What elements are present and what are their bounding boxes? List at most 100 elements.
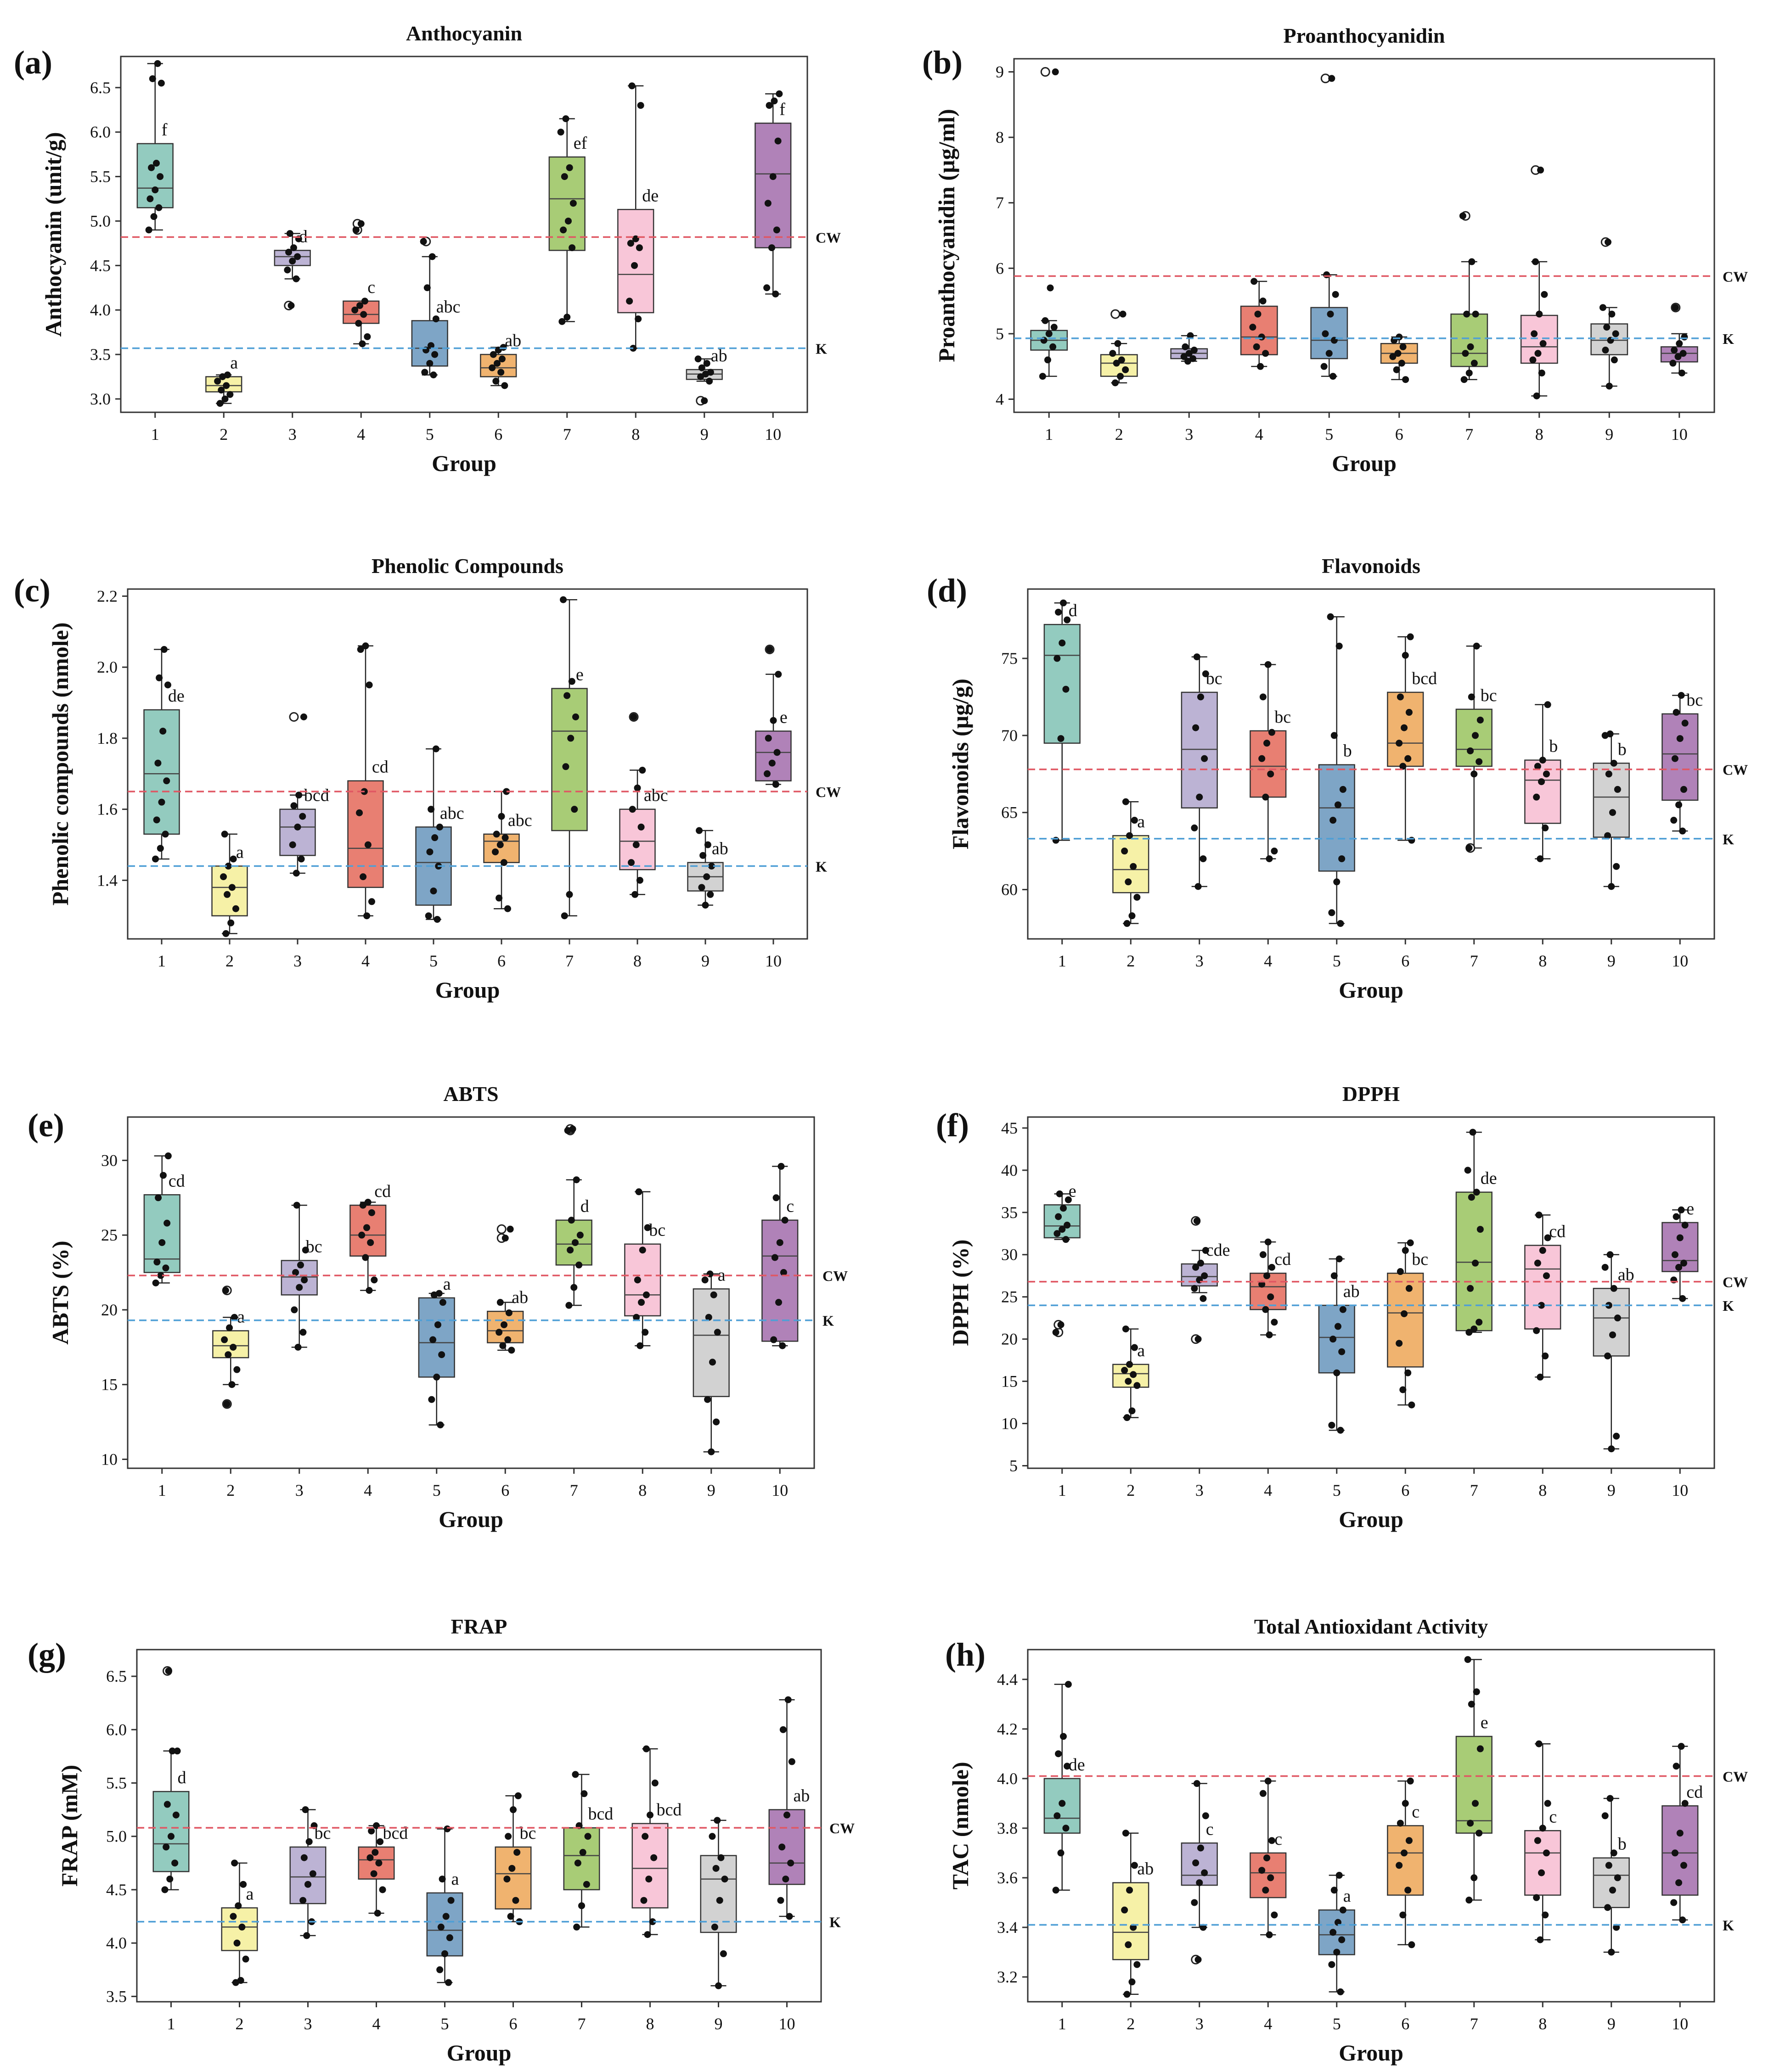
box [551, 688, 588, 831]
data-point [1468, 258, 1476, 265]
data-point [1670, 1899, 1678, 1906]
data-point [1062, 685, 1070, 693]
data-point [562, 763, 569, 770]
box-group-5: abc [411, 236, 461, 379]
box-group-7: bc [1455, 642, 1497, 853]
x-tick-label: 2 [1127, 1481, 1135, 1499]
data-point [710, 1291, 717, 1298]
x-tick-label: 1 [151, 425, 159, 444]
x-tick-label: 3 [1195, 1481, 1204, 1499]
data-point [1608, 1445, 1615, 1453]
data-point [295, 792, 303, 799]
data-point [1467, 1285, 1474, 1292]
data-point [300, 1854, 308, 1861]
data-point [701, 397, 708, 404]
data-point [699, 852, 707, 859]
data-point [426, 848, 434, 855]
data-point [1476, 1745, 1484, 1752]
data-point [1123, 1991, 1131, 1998]
data-point [1131, 817, 1138, 824]
data-point [496, 1299, 504, 1306]
box-group-8: b [1524, 701, 1561, 862]
data-point [1335, 642, 1343, 650]
significance-letter: cd [374, 1182, 391, 1201]
data-point [1192, 1263, 1200, 1271]
data-point [1259, 1790, 1267, 1797]
data-point [1053, 655, 1061, 662]
data-point [363, 912, 371, 920]
box-group-7: bcd [563, 1771, 613, 1931]
data-point [1263, 1272, 1271, 1280]
box [1524, 1245, 1561, 1330]
data-point [1059, 1800, 1066, 1807]
box [1662, 1805, 1699, 1896]
box-group-1: cd [143, 1152, 185, 1286]
data-point [156, 674, 163, 681]
box-group-10: e [1662, 1199, 1699, 1302]
y-tick-label: 65 [1001, 803, 1018, 822]
data-point [364, 841, 372, 848]
data-point [1399, 1911, 1407, 1919]
significance-letter: abc [436, 297, 461, 316]
data-point [627, 240, 634, 247]
data-point [220, 873, 227, 881]
y-tick-label: 5.5 [106, 1774, 127, 1792]
box [1450, 313, 1488, 367]
x-tick-label: 10 [1672, 952, 1688, 970]
data-point [1608, 1948, 1615, 1956]
data-point [645, 1875, 653, 1883]
data-point [1131, 1862, 1138, 1869]
data-point [557, 129, 564, 136]
box-group-5 [1310, 73, 1348, 380]
data-point [1673, 1213, 1680, 1220]
data-point [1194, 1956, 1202, 1963]
data-point [507, 1225, 514, 1233]
box-group-3: cde [1181, 1216, 1230, 1344]
x-axis-label: Group [435, 977, 500, 1003]
data-point [629, 806, 636, 813]
box [755, 730, 792, 781]
data-point [717, 1854, 725, 1861]
data-point [1065, 1681, 1072, 1688]
box-group-2: a [1112, 798, 1149, 927]
data-point [1674, 353, 1682, 360]
data-point [647, 1811, 653, 1819]
y-axis-label: DPPH (%) [947, 1240, 973, 1346]
data-point [490, 351, 497, 358]
data-point [375, 1859, 383, 1867]
data-point [1049, 343, 1057, 350]
x-tick-label: 5 [1333, 952, 1341, 970]
y-tick-label: 45 [1001, 1119, 1018, 1137]
data-point [145, 226, 152, 234]
data-point [569, 1125, 576, 1133]
data-point [238, 1923, 246, 1931]
data-point [771, 97, 778, 105]
data-point [714, 1817, 721, 1824]
data-point [1608, 883, 1615, 890]
x-tick-label: 1 [1058, 2015, 1066, 2033]
box-group-5: a [1318, 1872, 1355, 1995]
data-point [1603, 324, 1611, 331]
data-point [1190, 347, 1198, 354]
data-point [1128, 1407, 1136, 1415]
box [1662, 713, 1699, 801]
data-point [158, 1239, 166, 1246]
box [1455, 1735, 1493, 1834]
x-tick-label: 6 [1395, 425, 1403, 444]
data-point [1197, 693, 1204, 701]
x-axis-label: Group [1332, 450, 1397, 476]
chart-title: Proanthocyanidin [1284, 24, 1445, 47]
data-point [561, 912, 568, 920]
data-point [1200, 1295, 1207, 1302]
significance-letter: e [780, 708, 788, 727]
x-tick-label: 4 [1264, 1481, 1272, 1499]
data-point [431, 351, 439, 358]
data-point [708, 1448, 715, 1455]
y-tick-label: 1.8 [97, 729, 118, 747]
data-point [218, 387, 225, 394]
data-point [1123, 920, 1131, 927]
data-point [492, 377, 500, 385]
data-point [632, 841, 640, 848]
data-point [226, 391, 234, 398]
data-point [368, 898, 375, 905]
